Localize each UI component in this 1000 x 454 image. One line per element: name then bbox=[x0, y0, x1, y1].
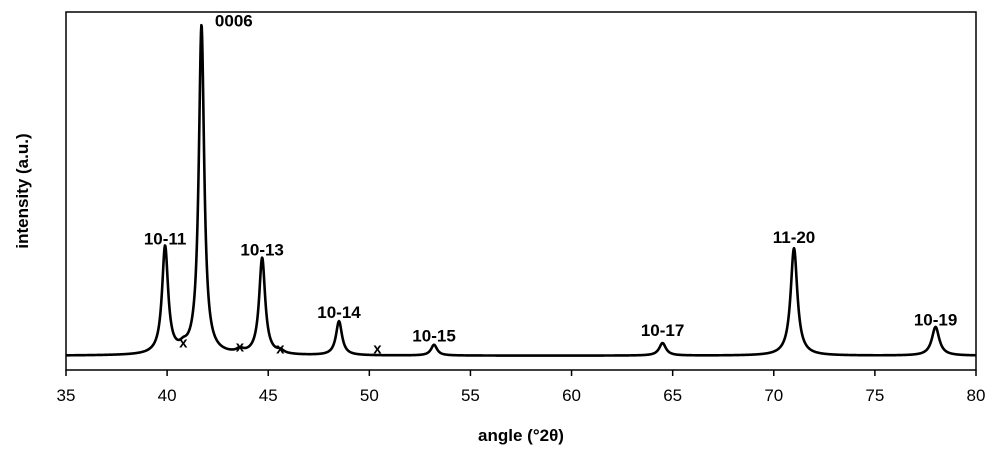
peak-label: 0006 bbox=[215, 11, 253, 30]
impurity-marker: x bbox=[236, 338, 245, 355]
x-tick-label: 50 bbox=[360, 386, 379, 405]
x-tick-label: 35 bbox=[57, 386, 76, 405]
plot-frame bbox=[65, 11, 977, 371]
peak-label: 10-17 bbox=[641, 321, 684, 340]
impurity-marker: x bbox=[373, 341, 382, 358]
peak-labels: 10-11 0006 10-13 10-14 10-15 10-17 11-20 10-19 bbox=[144, 11, 957, 345]
y-axis-title: intensity (a.u.) bbox=[13, 133, 32, 248]
x-tick-label: 40 bbox=[158, 386, 177, 405]
series-line bbox=[65, 23, 977, 357]
peak-label: 10-15 bbox=[412, 326, 455, 345]
impurity-marker: x bbox=[276, 341, 285, 358]
peak-label: 10-19 bbox=[914, 310, 957, 329]
x-tick-label: 55 bbox=[461, 386, 480, 405]
peak-label: 10-14 bbox=[317, 303, 361, 322]
x-tick-label: 75 bbox=[865, 386, 884, 405]
x-axis-title: angle (°2θ) bbox=[478, 426, 564, 445]
x-tick-label: 70 bbox=[764, 386, 783, 405]
x-tick-label: 65 bbox=[663, 386, 682, 405]
x-tick-label: 60 bbox=[562, 386, 581, 405]
x-tick-label: 80 bbox=[967, 386, 986, 405]
impurity-marker: x bbox=[179, 334, 188, 351]
peak-label: 10-13 bbox=[240, 240, 283, 259]
peak-label: 10-11 bbox=[144, 230, 187, 249]
peak-label: 11-20 bbox=[773, 228, 816, 247]
x-axis-ticks: 35 40 45 50 55 60 65 70 75 80 bbox=[57, 370, 986, 405]
x-tick-label: 45 bbox=[259, 386, 278, 405]
